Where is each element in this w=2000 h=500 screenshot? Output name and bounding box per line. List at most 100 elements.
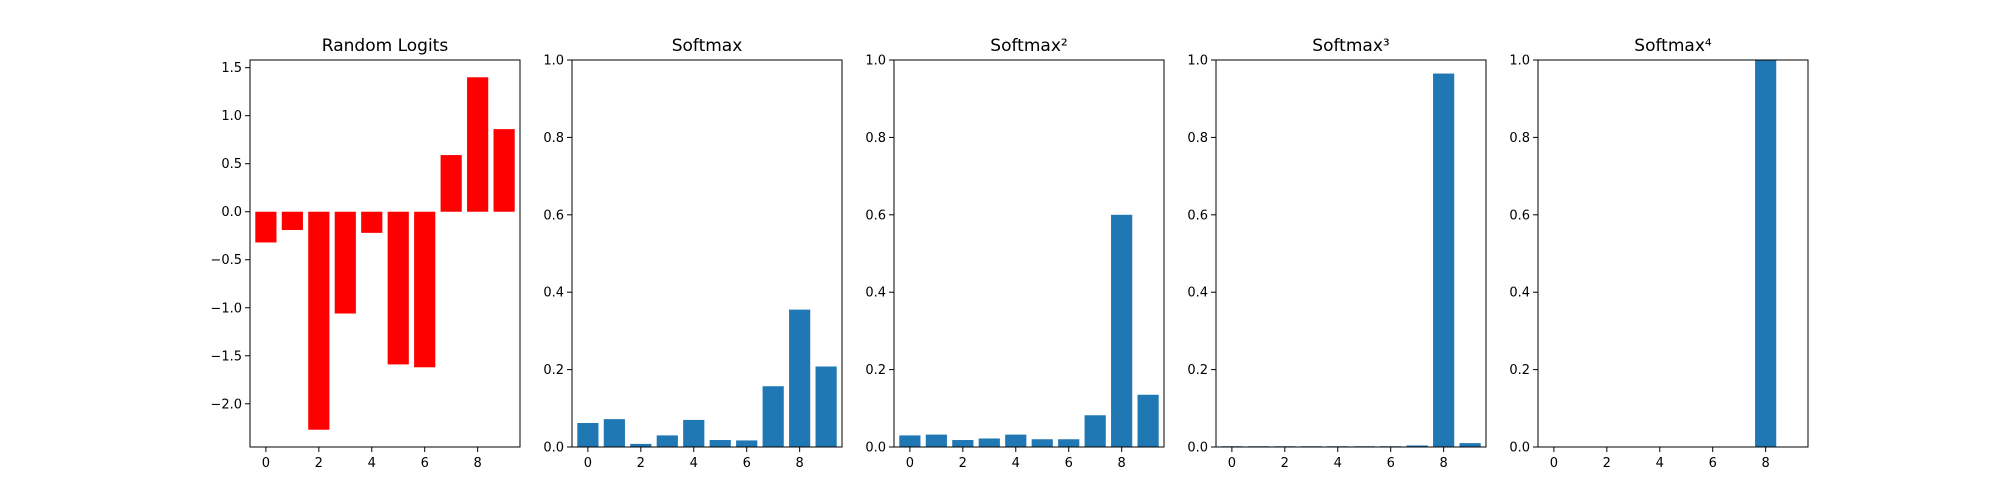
xtick-label-1-4: 8 — [796, 456, 804, 471]
axes-frame-0 — [249, 59, 521, 448]
ytick-label-0-4: 0.0 — [221, 205, 242, 220]
ytick-label-3-2: 0.4 — [1187, 286, 1208, 301]
ytick-label-2-4: 0.8 — [865, 131, 886, 146]
chart-title-2: Softmax² — [990, 36, 1067, 56]
bar-3-7 — [1406, 445, 1428, 447]
bar-1-7 — [762, 386, 784, 447]
ytick-label-0-5: 0.5 — [221, 157, 242, 172]
bar-0-8 — [467, 77, 489, 212]
ytick-label-1-0: 0.0 — [543, 441, 564, 456]
ytick-label-2-0: 0.0 — [865, 441, 886, 456]
ytick-label-4-3: 0.6 — [1509, 208, 1530, 223]
bar-0-0 — [255, 211, 277, 243]
ytick-label-0-3: −0.5 — [210, 253, 242, 268]
bar-0-1 — [281, 211, 303, 230]
bar-1-0 — [577, 423, 599, 447]
axes-frame-4 — [1537, 59, 1809, 448]
bar-1-2 — [630, 443, 652, 447]
xtick-label-4-1: 2 — [1603, 456, 1611, 471]
ytick-label-4-2: 0.4 — [1509, 286, 1530, 301]
ytick-label-4-4: 0.8 — [1509, 131, 1530, 146]
xtick-label-0-3: 6 — [421, 456, 429, 471]
bar-1-6 — [736, 440, 758, 447]
chart-panel-3: 0.0 0.2 0.4 0.6 0.8 1.0 0 2 4 6 8 Softmax³ — [1187, 36, 1487, 471]
bar-0-7 — [440, 155, 462, 212]
ytick-label-0-6: 1.0 — [221, 109, 242, 124]
ytick-label-2-2: 0.4 — [865, 286, 886, 301]
xtick-label-2-1: 2 — [959, 456, 967, 471]
ytick-label-4-0: 0.0 — [1509, 441, 1530, 456]
chart-panel-0: −2.0 −1.5 −1.0 −0.5 0.0 0.5 1.0 1.5 0 2 4 6 8 Random … — [210, 36, 521, 471]
ytick-label-1-2: 0.4 — [543, 286, 564, 301]
xtick-label-1-3: 6 — [743, 456, 751, 471]
ytick-label-2-3: 0.6 — [865, 208, 886, 223]
bar-2-2 — [952, 440, 974, 447]
chart-panel-1: 0.0 0.2 0.4 0.6 0.8 1.0 0 2 4 6 8 Softmax — [543, 36, 843, 471]
axes-frame-2 — [893, 59, 1165, 448]
xtick-label-2-0: 0 — [906, 456, 914, 471]
bar-1-4 — [683, 419, 705, 447]
xtick-label-0-1: 2 — [315, 456, 323, 471]
xtick-label-1-2: 4 — [690, 456, 698, 471]
bar-0-9 — [493, 129, 515, 212]
xtick-label-3-1: 2 — [1281, 456, 1289, 471]
xtick-label-4-3: 6 — [1709, 456, 1717, 471]
bar-4-8 — [1755, 60, 1777, 447]
xtick-label-0-4: 8 — [474, 456, 482, 471]
bar-0-4 — [361, 211, 383, 233]
chart-title-1: Softmax — [672, 36, 743, 56]
xtick-label-3-3: 6 — [1387, 456, 1395, 471]
bar-1-1 — [603, 419, 625, 447]
chart-title-4: Softmax⁴ — [1634, 36, 1712, 56]
xtick-label-3-0: 0 — [1228, 456, 1236, 471]
bar-2-4 — [1005, 434, 1027, 447]
ytick-label-3-0: 0.0 — [1187, 441, 1208, 456]
bar-0-2 — [308, 211, 330, 430]
bar-2-1 — [925, 434, 947, 447]
xtick-label-0-2: 4 — [368, 456, 376, 471]
xtick-label-2-2: 4 — [1012, 456, 1020, 471]
ytick-label-4-5: 1.0 — [1509, 54, 1530, 69]
xtick-label-0-0: 0 — [262, 456, 270, 471]
chart-title-0: Random Logits — [322, 36, 449, 56]
bar-3-9 — [1459, 443, 1481, 447]
chart-panel-2: 0.0 0.2 0.4 0.6 0.8 1.0 0 2 4 6 8 Softmax² — [865, 36, 1165, 471]
bar-2-7 — [1084, 415, 1106, 447]
bar-2-6 — [1058, 439, 1080, 447]
bar-3-8 — [1433, 73, 1455, 448]
bar-2-0 — [899, 435, 921, 447]
chart-panel-4: 0.0 0.2 0.4 0.6 0.8 1.0 0 2 4 6 8 Softmax⁴ — [1509, 36, 1809, 471]
bar-0-6 — [414, 211, 436, 368]
ytick-label-0-2: −1.0 — [210, 301, 242, 316]
xtick-label-2-4: 8 — [1118, 456, 1126, 471]
bar-0-5 — [387, 211, 409, 365]
bar-2-9 — [1137, 394, 1159, 447]
chart-title-3: Softmax³ — [1312, 36, 1389, 56]
ytick-label-1-3: 0.6 — [543, 208, 564, 223]
bar-1-9 — [815, 366, 837, 447]
ytick-label-3-5: 1.0 — [1187, 54, 1208, 69]
xtick-label-3-4: 8 — [1440, 456, 1448, 471]
xtick-label-3-2: 4 — [1334, 456, 1342, 471]
bar-2-5 — [1031, 439, 1053, 447]
ytick-label-3-1: 0.2 — [1187, 363, 1208, 378]
ytick-label-1-4: 0.8 — [543, 131, 564, 146]
ytick-label-1-1: 0.2 — [543, 363, 564, 378]
xtick-label-4-0: 0 — [1550, 456, 1558, 471]
xtick-label-1-0: 0 — [584, 456, 592, 471]
ytick-label-3-3: 0.6 — [1187, 208, 1208, 223]
axes-frame-3 — [1215, 59, 1487, 448]
bar-1-8 — [789, 309, 811, 447]
bar-2-8 — [1111, 214, 1133, 447]
bar-1-3 — [656, 435, 678, 447]
ytick-label-0-7: 1.5 — [221, 61, 242, 76]
bar-1-5 — [709, 440, 731, 447]
ytick-label-1-5: 1.0 — [543, 54, 564, 69]
ytick-label-0-0: −2.0 — [210, 397, 242, 412]
xtick-label-4-4: 8 — [1762, 456, 1770, 471]
ytick-label-3-4: 0.8 — [1187, 131, 1208, 146]
ytick-label-4-1: 0.2 — [1509, 363, 1530, 378]
xtick-label-4-2: 4 — [1656, 456, 1664, 471]
ytick-label-2-5: 1.0 — [865, 54, 886, 69]
